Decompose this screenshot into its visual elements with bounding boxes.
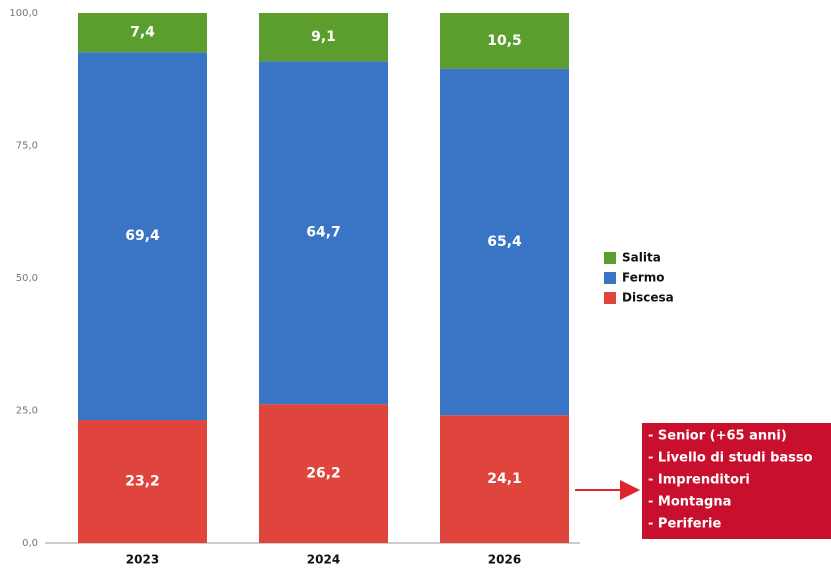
bar-segment <box>259 13 388 62</box>
x-tick-label: 2026 <box>488 553 521 567</box>
annotation-line: - Senior (+65 anni) <box>648 429 787 444</box>
value-label: 9,1 <box>311 29 336 45</box>
legend-label: Salita <box>622 251 661 265</box>
legend-swatch <box>604 252 616 264</box>
value-label: 65,4 <box>487 234 522 250</box>
annotation-line: - Livello di studi basso <box>648 451 813 466</box>
bar-segment <box>78 13 207 53</box>
x-tick-label: 2024 <box>307 553 340 567</box>
value-label: 23,2 <box>125 474 160 490</box>
x-tick-label: 2023 <box>126 553 159 567</box>
legend-swatch <box>604 292 616 304</box>
bar-segment <box>440 13 569 69</box>
value-label: 64,7 <box>306 225 341 241</box>
bar-segment <box>259 404 388 543</box>
bar-segment <box>78 420 207 543</box>
bar-segment <box>440 415 569 543</box>
annotation-line: - Imprenditori <box>648 473 750 488</box>
annotation-line: - Periferie <box>648 517 721 532</box>
y-tick-label: 50,0 <box>16 273 38 284</box>
value-label: 7,4 <box>130 25 155 41</box>
legend-label: Fermo <box>622 271 665 285</box>
legend-label: Discesa <box>622 291 674 305</box>
value-label: 24,1 <box>487 471 522 487</box>
bar-segment <box>440 68 569 416</box>
annotation-box <box>642 423 831 539</box>
bar-segment <box>259 61 388 405</box>
y-tick-label: 75,0 <box>16 141 38 152</box>
y-tick-label: 100,0 <box>9 8 38 19</box>
value-label: 26,2 <box>306 466 341 482</box>
bar-segment <box>78 52 207 421</box>
value-label: 10,5 <box>487 33 522 49</box>
annotation-line: - Montagna <box>648 495 731 510</box>
y-tick-label: 0,0 <box>22 538 38 549</box>
legend-swatch <box>604 272 616 284</box>
y-tick-label: 25,0 <box>16 406 38 417</box>
value-label: 69,4 <box>125 228 160 244</box>
